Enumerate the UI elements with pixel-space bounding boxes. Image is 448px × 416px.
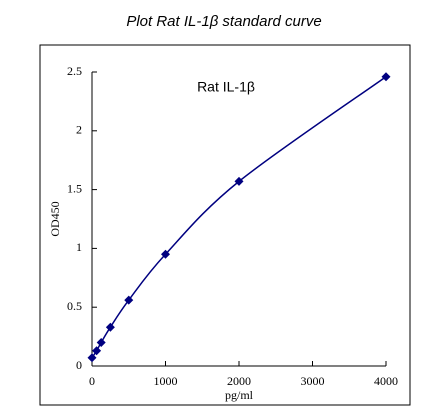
point <box>105 322 115 332</box>
x-tick-label: 1000 <box>154 374 178 388</box>
x-tick-label: 3000 <box>301 374 325 388</box>
y-tick-label: 0 <box>76 358 82 372</box>
curve <box>91 76 387 359</box>
point <box>96 337 106 347</box>
point <box>124 295 134 305</box>
y-tick-label: 2.5 <box>67 64 82 78</box>
y-axis-label: OD450 <box>48 201 62 236</box>
annotation: Rat IL-1β <box>197 79 255 95</box>
chart-title: Plot Rat IL-1β standard curve <box>126 13 321 30</box>
point <box>381 72 391 82</box>
y-tick-label: 0.5 <box>67 299 82 313</box>
point <box>234 176 244 186</box>
point <box>92 346 102 356</box>
y-tick-label: 1 <box>76 240 82 254</box>
x-tick-label: 4000 <box>374 374 398 388</box>
x-axis-label: pg/ml <box>225 388 254 402</box>
y-tick-label: 1.5 <box>67 181 82 195</box>
y-tick-label: 2 <box>76 123 82 137</box>
point <box>161 249 170 259</box>
x-tick-label: 0 <box>89 374 95 388</box>
point <box>87 353 97 363</box>
plot-frame <box>39 44 411 406</box>
x-tick-label: 2000 <box>227 374 251 388</box>
